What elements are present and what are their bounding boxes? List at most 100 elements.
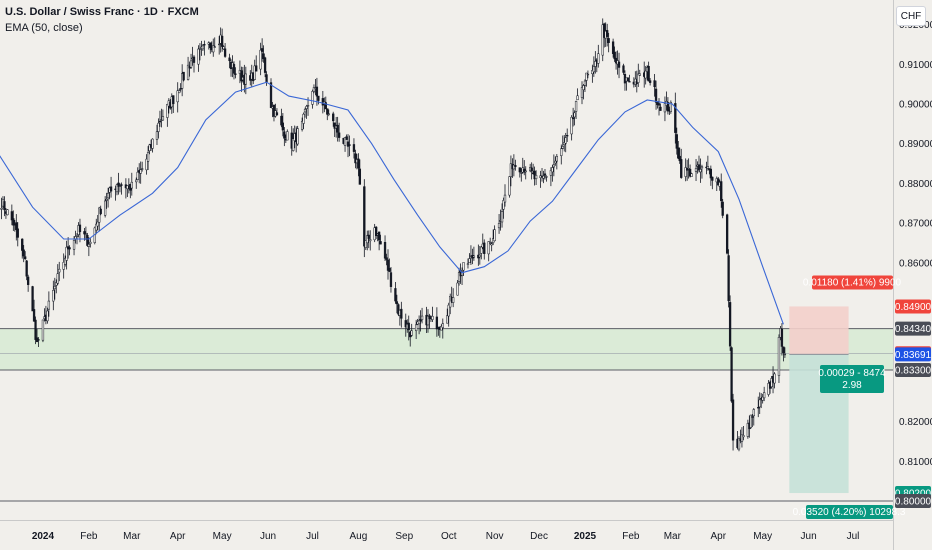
candle (52, 280, 55, 311)
candle-body (358, 168, 362, 185)
candle (203, 40, 206, 56)
candle (613, 46, 616, 62)
candle-body (311, 91, 314, 105)
candle (617, 52, 621, 79)
candle (400, 301, 403, 328)
candle (500, 203, 504, 228)
candle-body (346, 141, 350, 147)
candle (606, 23, 609, 47)
y-tick-label: 0.81000 (899, 457, 932, 468)
candle (98, 206, 101, 232)
candle-body (466, 263, 470, 265)
candle-body (431, 316, 434, 320)
candle (12, 210, 15, 231)
candle (117, 172, 120, 195)
candle-body (742, 435, 745, 438)
candle (677, 141, 680, 160)
price-label-bg (895, 347, 931, 362)
candle (419, 310, 422, 332)
candle-body (749, 414, 752, 428)
candle-body (280, 115, 283, 126)
y-tick-label: 0.89000 (899, 139, 932, 150)
candle (555, 153, 558, 170)
candle (47, 291, 51, 317)
candle (130, 172, 133, 196)
candle-body (730, 347, 733, 402)
candle (699, 158, 702, 183)
candle-body (46, 310, 49, 322)
candle (487, 241, 490, 262)
candle-body (53, 286, 56, 290)
candle-body (103, 200, 107, 216)
candle (369, 230, 372, 251)
candle-body (617, 61, 621, 68)
candle-body (345, 136, 348, 140)
candle (767, 380, 770, 397)
ema-indicator-label[interactable]: EMA (50, close) (5, 22, 83, 34)
candle-body (564, 137, 567, 144)
candle (240, 66, 243, 92)
candle-body (549, 170, 553, 176)
candle-body (452, 297, 455, 303)
candle-body (509, 163, 513, 177)
candle-body (669, 102, 673, 112)
candle-body (586, 73, 590, 76)
candle-body (468, 258, 471, 263)
candle-body (37, 339, 40, 341)
target-info-box: 0.03520 (4.20%) 10298.3 (793, 505, 906, 520)
candle-body (96, 221, 99, 227)
candle (179, 83, 182, 92)
candle-body (65, 246, 68, 261)
candle-body (638, 73, 641, 76)
price-label-bg (895, 493, 931, 508)
candle (720, 173, 723, 208)
candle (740, 427, 744, 448)
candle (428, 313, 431, 329)
candle-body (255, 65, 258, 72)
candle (466, 258, 470, 269)
currency-button[interactable]: CHF (896, 6, 926, 26)
candle-body (333, 122, 336, 129)
candle (345, 134, 348, 140)
candle (410, 323, 413, 337)
candle (232, 61, 236, 80)
candle-body (563, 142, 566, 145)
candle (573, 110, 576, 126)
candle (663, 96, 667, 122)
candle (773, 372, 776, 389)
candle (468, 253, 471, 263)
candle-body (666, 102, 670, 112)
candle-body (678, 155, 681, 162)
price-label-text: 0.83691 (895, 350, 932, 361)
price-label: 0.83300 (895, 362, 932, 377)
candle (489, 237, 492, 245)
candle (440, 324, 443, 331)
candle-body (449, 295, 452, 308)
candle-body (352, 144, 356, 152)
candle (684, 158, 687, 182)
candle-body (55, 282, 58, 286)
candle-body (613, 51, 616, 60)
candle (490, 241, 493, 252)
candle-body (139, 169, 142, 174)
candle (96, 214, 99, 231)
candle-body (363, 186, 366, 247)
candle-body (148, 144, 151, 152)
candle (192, 55, 196, 73)
candle-body (582, 85, 585, 90)
candle (166, 103, 169, 127)
candle-body (407, 322, 410, 331)
candle-body (594, 61, 597, 67)
candle-body (706, 166, 710, 169)
candle (86, 232, 89, 247)
candle (157, 118, 160, 139)
candle-body (109, 186, 113, 192)
candle (326, 108, 329, 121)
candle-body (782, 346, 785, 354)
candle (197, 45, 200, 72)
candle-body (117, 182, 120, 187)
symbol-title[interactable]: U.S. Dollar / Swiss Franc · 1D · FXCM (5, 6, 199, 18)
candle-body (161, 116, 165, 121)
candle-body (677, 147, 680, 159)
